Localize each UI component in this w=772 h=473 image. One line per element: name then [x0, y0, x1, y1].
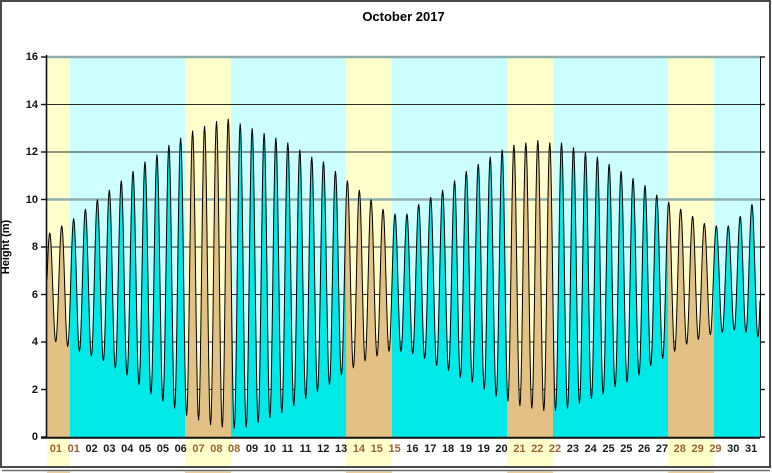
- y-tick-label: 12: [25, 146, 38, 158]
- day-label-weekend: 21: [513, 443, 526, 455]
- day-label: 26: [638, 443, 651, 455]
- day-label-weekend: 14: [352, 443, 366, 455]
- day-label: 20: [495, 443, 508, 455]
- day-label: 03: [103, 443, 116, 455]
- next-panel-band-sliver: [346, 471, 392, 473]
- day-label: 23: [566, 443, 579, 455]
- day-label: 10: [263, 443, 276, 455]
- day-label: 05: [138, 443, 152, 455]
- day-label: 12: [317, 443, 330, 455]
- day-label-weekend: 01: [67, 443, 80, 455]
- day-label-weekend: 15: [370, 443, 383, 455]
- day-label: 02: [85, 443, 98, 455]
- day-label: 19: [459, 443, 472, 455]
- day-label-weekend: 22: [548, 443, 562, 455]
- day-label-weekend: 22: [531, 443, 544, 455]
- day-label: 09: [245, 443, 259, 455]
- day-label: 11: [299, 443, 312, 455]
- y-tick-label: 0: [31, 431, 38, 443]
- day-label: 04: [121, 443, 134, 455]
- day-label: 13: [334, 443, 348, 455]
- day-label: 17: [424, 443, 437, 455]
- day-label-weekend: 15: [388, 443, 401, 455]
- day-label: 31: [744, 443, 758, 455]
- y-tick-label: 8: [31, 241, 38, 253]
- next-panel-band-sliver: [47, 471, 70, 473]
- day-label-weekend: 08: [210, 443, 223, 455]
- day-label: 27: [655, 443, 669, 455]
- day-label-weekend: 01: [49, 443, 63, 455]
- day-label: 11: [281, 443, 294, 455]
- day-label: 06: [174, 443, 187, 455]
- chart-title: October 2017: [362, 9, 445, 24]
- day-label: 16: [406, 443, 419, 455]
- y-tick-label: 10: [25, 193, 38, 206]
- day-label: 19: [477, 443, 490, 455]
- y-tick-label: 2: [31, 383, 38, 396]
- day-label-weekend: 07: [192, 443, 205, 455]
- y-tick-label: 14: [25, 98, 38, 111]
- next-panel-band-sliver: [185, 471, 231, 473]
- day-label: 30: [727, 443, 740, 455]
- next-panel-band-sliver: [507, 471, 553, 473]
- day-label: 05: [156, 443, 169, 455]
- y-tick-label: 6: [31, 288, 38, 301]
- day-label: 25: [620, 443, 633, 455]
- y-tick-label: 4: [31, 336, 38, 348]
- day-label: 25: [602, 443, 615, 455]
- next-panel-band-sliver: [668, 471, 714, 473]
- day-label: 18: [441, 443, 455, 455]
- day-label-weekend: 29: [709, 443, 722, 455]
- day-label: 24: [584, 443, 597, 455]
- tide-curve: [46, 118, 761, 429]
- y-tick-label: 16: [25, 51, 38, 63]
- day-label-weekend: 08: [228, 443, 241, 455]
- day-label-weekend: 28: [673, 443, 686, 455]
- day-label-weekend: 29: [691, 443, 704, 455]
